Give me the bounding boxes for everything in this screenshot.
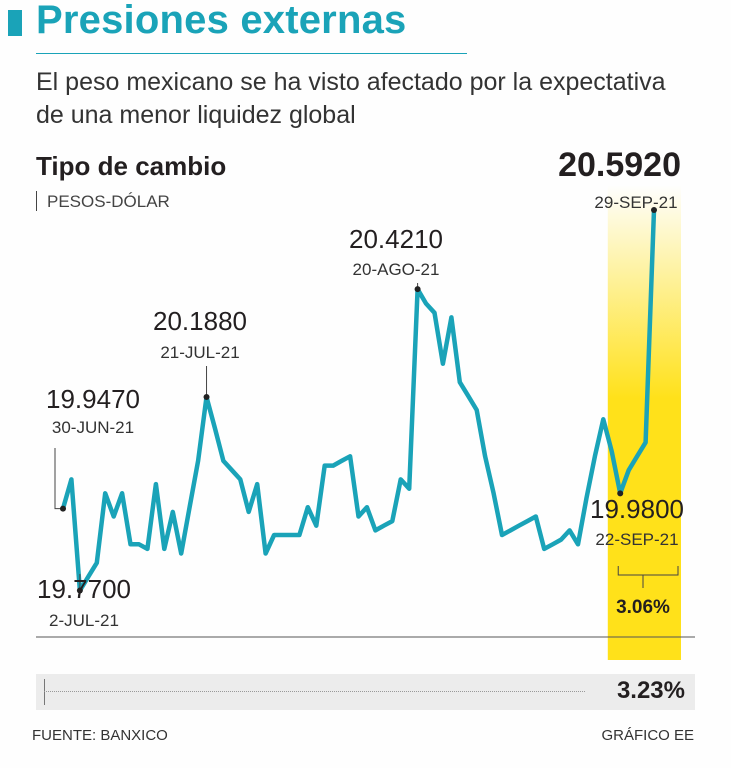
annotation-value-4: 19.9800 (590, 494, 684, 524)
total-change-start-tick (44, 679, 45, 705)
annotation-value-1: 19.7700 (37, 574, 131, 604)
annotation-date-0: 30-JUN-21 (52, 418, 134, 437)
series-line (60, 207, 657, 593)
unit-separator (36, 190, 37, 211)
annotation-value-0: 19.9470 (46, 384, 140, 414)
final-value: 20.5920 (558, 146, 681, 184)
data-point-0 (60, 505, 66, 512)
title-divider (36, 53, 467, 54)
data-point-2 (203, 394, 210, 401)
total-change-dotted-line (44, 691, 585, 692)
chart-title: Tipo de cambio (36, 151, 227, 181)
title-accent-bar (8, 10, 22, 36)
data-point-1 (76, 587, 83, 594)
annotation-date-2: 21-JUL-21 (160, 343, 239, 362)
data-point-4 (617, 490, 624, 497)
total-change-background (36, 674, 695, 710)
leader-line-0 (54, 448, 63, 510)
graphic-credit: GRÁFICO EE (601, 727, 694, 744)
page-title: Presiones externas (36, 0, 407, 42)
annotation-date-5: 29-SEP-21 (594, 193, 677, 212)
chart-unit: PESOS-DÓLAR (36, 190, 170, 213)
data-point-3 (414, 286, 421, 293)
period-bracket (617, 566, 679, 576)
data-point-5 (651, 207, 657, 213)
source-note: FUENTE: BANXICO (32, 727, 168, 744)
annotation-date-4: 22-SEP-21 (595, 530, 678, 549)
annotation-value-3: 20.4210 (349, 224, 443, 254)
total-change-bar: 3.23% (36, 674, 695, 710)
chart-unit-label: PESOS-DÓLAR (47, 192, 170, 211)
total-change-value: 3.23% (616, 677, 685, 704)
period-change-label: 3.06% (616, 597, 670, 618)
page-subtitle: El peso mexicano se ha visto afectado po… (36, 68, 666, 129)
annotation-date-1: 2-JUL-21 (49, 611, 119, 630)
annotation-date-3: 20-AGO-21 (353, 260, 440, 279)
annotation-value-2: 20.1880 (153, 306, 247, 336)
